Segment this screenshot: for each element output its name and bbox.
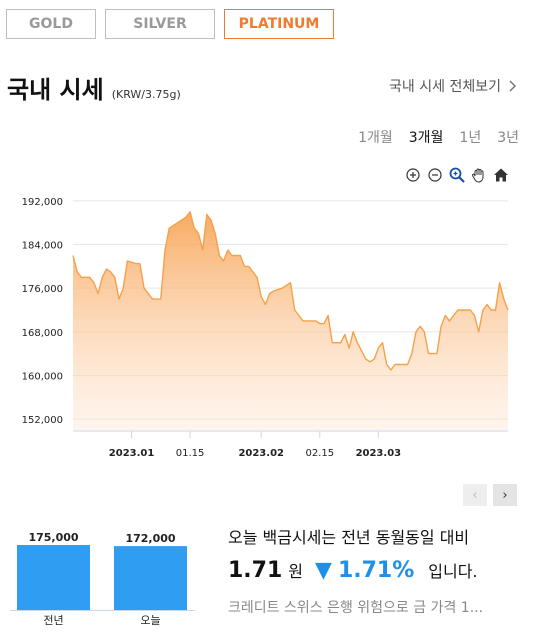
x-axis-ticks: 2023.01 01.15 2023.02 02.15 2023.03 <box>109 431 401 459</box>
pager: ‹ › <box>463 484 517 506</box>
change-amount: 1.71 <box>228 558 283 583</box>
home-icon[interactable] <box>492 166 510 184</box>
section-title: 국내 시세 (KRW/3.75g) <box>7 70 181 105</box>
period-1m[interactable]: 1개월 <box>358 130 393 146</box>
y-tick-label: 168,000 <box>22 328 63 339</box>
period-1y[interactable]: 1년 <box>459 130 482 146</box>
y-tick-label: 160,000 <box>22 371 63 382</box>
y-axis-ticks: 152,000 160,000 168,000 176,000 184,000 192,0… <box>22 197 63 426</box>
news-headline[interactable]: 크레디트 스위스 은행 위험으로 금 가격 1... <box>228 600 484 616</box>
chart-toolbar <box>404 166 510 184</box>
view-all-link[interactable]: 국내 시세 전체보기 <box>389 76 517 96</box>
period-selector: 1개월 3개월 1년 3년 <box>358 127 519 147</box>
bar-category-label: 전년 <box>43 614 63 627</box>
tab-gold[interactable]: GOLD <box>6 9 96 39</box>
next-button[interactable]: › <box>493 484 517 506</box>
y-tick-label: 192,000 <box>22 197 63 208</box>
magnify-icon[interactable] <box>448 166 466 184</box>
bar-value-label: 172,000 <box>125 532 175 545</box>
bar-value-label: 175,000 <box>28 531 78 544</box>
comparison-bar <box>114 546 187 610</box>
price-summary: 오늘 백금시세는 전년 동월동일 대비 1.71 원 ▼ 1.71% 입니다. … <box>228 524 528 617</box>
pan-hand-icon[interactable] <box>470 166 488 184</box>
period-3y[interactable]: 3년 <box>497 130 519 146</box>
y-tick-label: 152,000 <box>22 415 63 426</box>
y-tick-label: 184,000 <box>22 241 63 252</box>
period-3m[interactable]: 3개월 <box>408 130 444 146</box>
summary-line: 오늘 백금시세는 전년 동월동일 대비 <box>228 528 470 547</box>
y-tick-label: 176,000 <box>22 284 63 295</box>
tab-platinum[interactable]: PLATINUM <box>224 9 334 39</box>
change-percent: 1.71% <box>337 558 415 583</box>
page-title: 국내 시세 <box>7 76 104 104</box>
price-area <box>73 211 508 430</box>
year-comparison-bar-chart: 175,000 전년 172,000 오늘 <box>10 531 195 627</box>
tab-silver[interactable]: SILVER <box>105 9 215 39</box>
change-unit: 원 <box>288 562 304 581</box>
change-arrow-down-icon: ▼ <box>315 558 332 583</box>
x-tick-label: 01.15 <box>176 448 205 459</box>
summary-tail: 입니다. <box>428 562 478 581</box>
x-tick-label: 2023.01 <box>109 448 155 459</box>
metal-tabs: GOLD SILVER PLATINUM <box>6 9 334 39</box>
price-unit: (KRW/3.75g) <box>111 88 181 101</box>
prev-button[interactable]: ‹ <box>463 484 487 506</box>
x-tick-label: 2023.02 <box>238 448 284 459</box>
comparison-bar <box>17 545 90 610</box>
zoom-out-icon[interactable] <box>426 166 444 184</box>
summary-change: 1.71 원 ▼ 1.71% 입니다. <box>228 558 528 583</box>
bar-category-label: 오늘 <box>140 614 160 627</box>
zoom-in-icon[interactable] <box>404 166 422 184</box>
price-line <box>72 211 509 371</box>
view-all-label: 국내 시세 전체보기 <box>389 79 501 95</box>
x-tick-label: 02.15 <box>305 448 334 459</box>
chevron-right-icon <box>509 80 517 92</box>
x-tick-label: 2023.03 <box>356 448 402 459</box>
price-area-chart: 152,000 160,000 168,000 176,000 184,000 192,0… <box>22 197 509 459</box>
